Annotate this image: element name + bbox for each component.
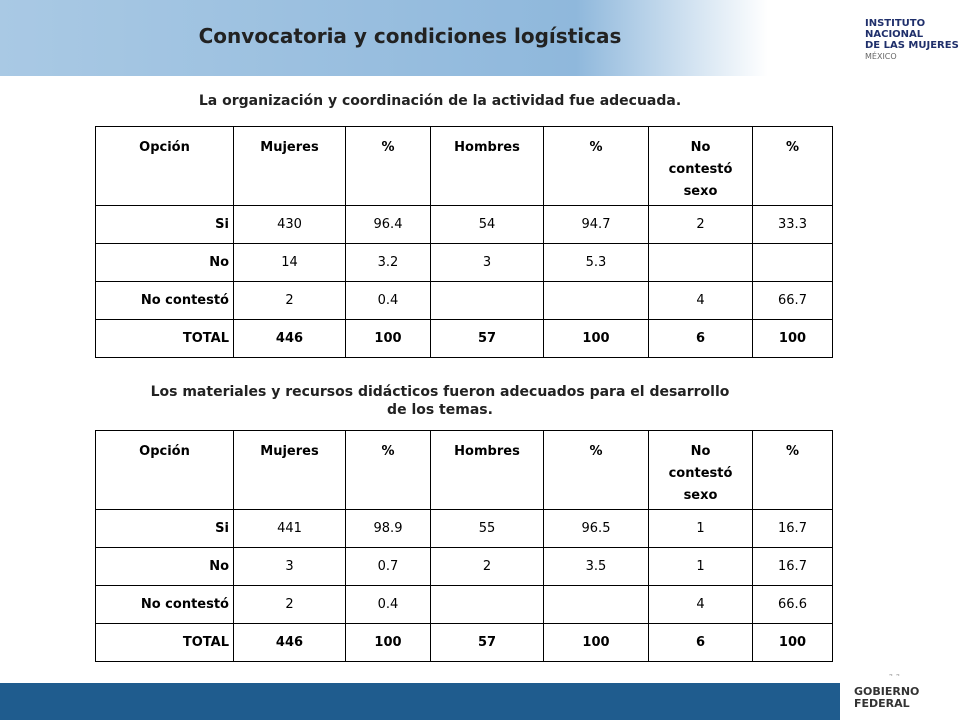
header-band	[0, 0, 960, 76]
table-cell: 0.4	[345, 585, 431, 624]
header-row: Opción Mujeres% Hombres% No contestó sexo%	[95, 126, 833, 206]
table-cell: 100	[345, 319, 431, 358]
table-cell: 57	[430, 623, 544, 662]
table-cell: 5.3	[543, 243, 649, 282]
footer-text: GOBIERNO	[854, 685, 920, 698]
table-subtitle: La organización y coordinación de la act…	[198, 93, 682, 109]
table-cell: 430	[233, 205, 346, 244]
table-cell: 0.7	[345, 547, 431, 586]
table-cell: 66.6	[752, 585, 833, 624]
column-header: %	[543, 430, 649, 510]
column-header: %	[345, 126, 431, 206]
logo-text: MÉXICO	[865, 52, 897, 61]
table: Opción Mujeres% Hombres% No contestó sexo% S…	[95, 126, 833, 358]
table-cell: 94.7	[543, 205, 649, 244]
table-cell: 55	[430, 509, 544, 548]
table-cell: 2	[430, 547, 544, 586]
table-cell	[543, 281, 649, 320]
table-cell: 4	[648, 281, 753, 320]
table-cell: No contestó	[95, 585, 234, 624]
table-cell: 54	[430, 205, 544, 244]
table-cell: 441	[233, 509, 346, 548]
table-cell: 3.5	[543, 547, 649, 586]
column-header: Hombres	[430, 430, 544, 510]
table-cell: 6	[648, 623, 753, 662]
table-cell	[648, 243, 753, 282]
table-cell: Si	[95, 509, 234, 548]
table-cell: TOTAL	[95, 319, 234, 358]
table-cell: 446	[233, 319, 346, 358]
table-cell: 96.5	[543, 509, 649, 548]
table-cell: 1	[648, 547, 753, 586]
logo-text: DE LAS MUJERES	[865, 40, 959, 51]
column-header: Opción	[95, 430, 234, 510]
table-subtitle: Los materiales y recursos didácticos fue…	[150, 384, 730, 418]
table-cell: Si	[95, 205, 234, 244]
footer-text: FEDERAL	[854, 697, 910, 710]
table-row: No 3 0.7 2 3.5 1 16.7	[95, 547, 833, 586]
table-cell: 446	[233, 623, 346, 662]
table-cell	[430, 281, 544, 320]
table-row: No contestó 2 0.4 4 66.6	[95, 585, 833, 624]
table-cell: 57	[430, 319, 544, 358]
footer-logo-text: GOBIERNO FEDERAL	[854, 686, 919, 710]
footer-logo: GOBIERNO FEDERAL	[840, 676, 960, 720]
table-row: Si 430 96.4 54 94.7 2 33.3	[95, 205, 833, 244]
column-header: %	[345, 430, 431, 510]
header-row: Opción Mujeres% Hombres% No contestó sexo%	[95, 430, 833, 510]
table-row: TOTAL 446 100 57 100 6 100	[95, 319, 833, 358]
table-cell	[543, 585, 649, 624]
column-header: No contestó sexo	[648, 430, 753, 510]
table-cell: 2	[233, 585, 346, 624]
table-cell: TOTAL	[95, 623, 234, 662]
table-cell: 33.3	[752, 205, 833, 244]
logo-text: INSTITUTO NACIONAL	[865, 18, 926, 40]
table-cell: 2	[648, 205, 753, 244]
table-row: No contestó 2 0.4 4 66.7	[95, 281, 833, 320]
table-cell: 3	[430, 243, 544, 282]
table-cell: 100	[543, 623, 649, 662]
column-header: Opción	[95, 126, 234, 206]
table-cell: 3.2	[345, 243, 431, 282]
table-cell: 2	[233, 281, 346, 320]
table-cell: 6	[648, 319, 753, 358]
table-cell: 100	[543, 319, 649, 358]
table-cell: 0.4	[345, 281, 431, 320]
table-cell: 100	[752, 319, 833, 358]
table-row: TOTAL 446 100 57 100 6 100	[95, 623, 833, 662]
table-cell	[430, 585, 544, 624]
table-cell: 14	[233, 243, 346, 282]
column-header: %	[752, 430, 833, 510]
column-header: Mujeres	[233, 430, 346, 510]
logo: INSTITUTO NACIONAL DE LAS MUJERES MÉXICO	[865, 18, 960, 62]
table-cell: 66.7	[752, 281, 833, 320]
table-cell: 98.9	[345, 509, 431, 548]
footer-band	[0, 683, 960, 720]
table-cell: 16.7	[752, 547, 833, 586]
table-cell: No contestó	[95, 281, 234, 320]
table-row: Si 441 98.9 55 96.5 1 16.7	[95, 509, 833, 548]
table-cell: No	[95, 243, 234, 282]
column-header: Mujeres	[233, 126, 346, 206]
column-header: No contestó sexo	[648, 126, 753, 206]
table-cell: No	[95, 547, 234, 586]
table-row: No 14 3.2 3 5.3	[95, 243, 833, 282]
table-cell: 1	[648, 509, 753, 548]
column-header: %	[752, 126, 833, 206]
column-header: %	[543, 126, 649, 206]
table-cell: 100	[752, 623, 833, 662]
table-cell: 4	[648, 585, 753, 624]
table: Opción Mujeres% Hombres% No contestó sexo% S…	[95, 430, 833, 662]
table-cell: 3	[233, 547, 346, 586]
table-cell: 96.4	[345, 205, 431, 244]
table-cell: 100	[345, 623, 431, 662]
table-cell	[752, 243, 833, 282]
table-cell: 16.7	[752, 509, 833, 548]
slide-title: Convocatoria y condiciones logísticas	[198, 24, 622, 48]
column-header: Hombres	[430, 126, 544, 206]
